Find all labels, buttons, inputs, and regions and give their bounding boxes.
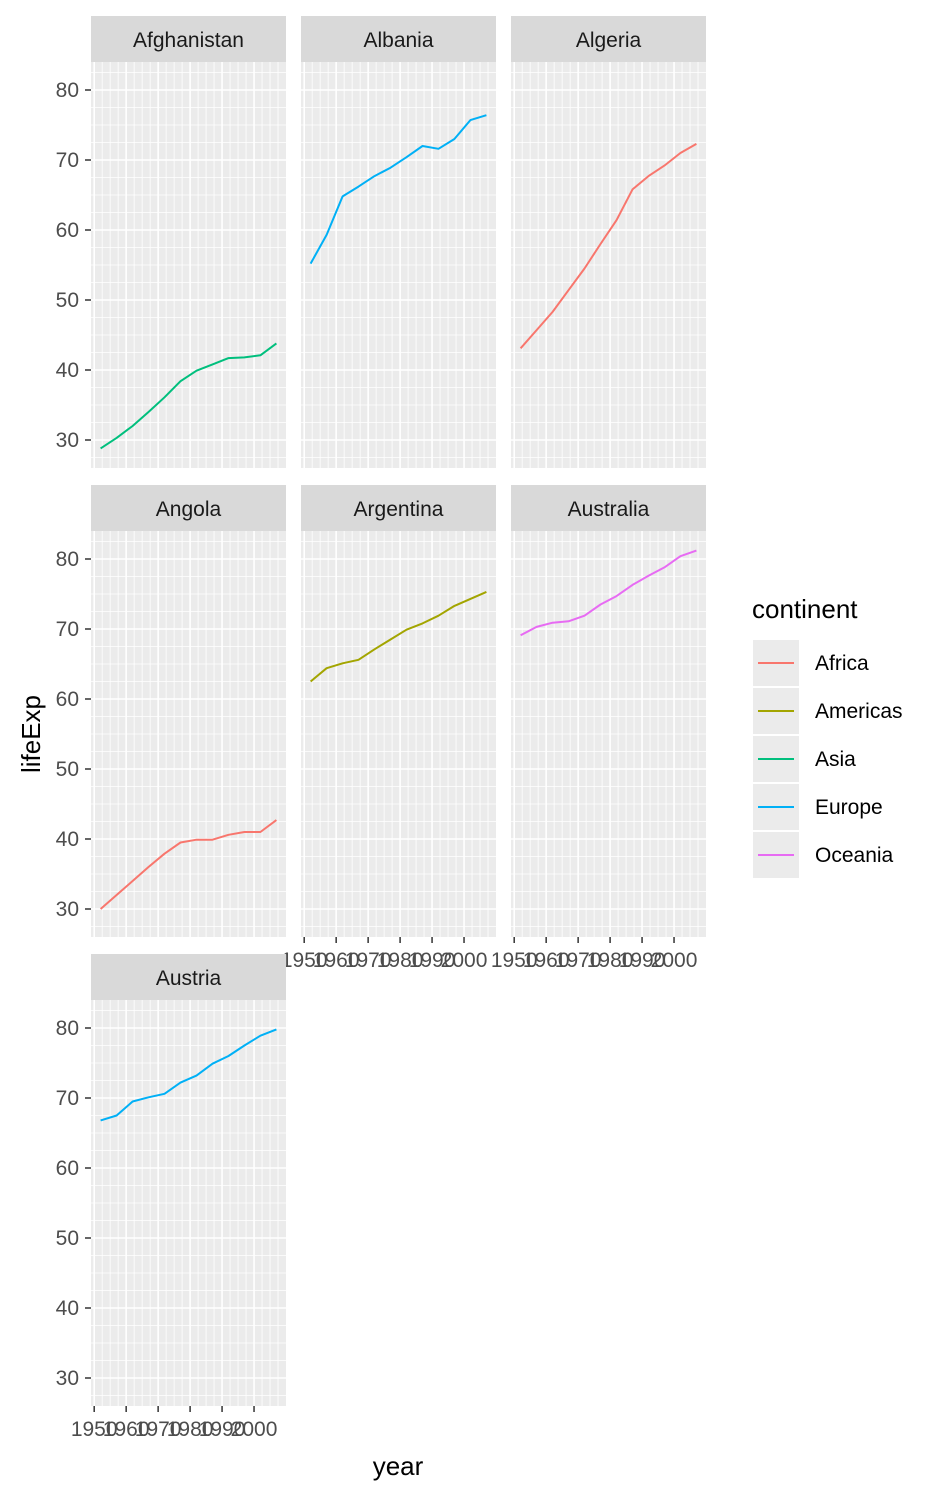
x-tick-label: 1970 [555, 949, 602, 972]
x-tick-label: 1990 [409, 949, 456, 972]
facet-strip [301, 485, 496, 531]
series-line-australia [520, 549, 697, 637]
y-tick-label: 80 [56, 1017, 79, 1040]
series-line-algeria [519, 143, 697, 349]
y-tick-label: 40 [56, 359, 79, 382]
legend-item-americas: Americas [753, 688, 903, 734]
y-axis: 30 40 50 60 70 80 [56, 1017, 91, 1390]
y-tick-label: 30 [56, 429, 79, 452]
x-tick-label: 1990 [199, 1418, 246, 1441]
y-tick-label: 50 [56, 1227, 79, 1250]
series-line-angola [99, 819, 277, 910]
facet-strip-label: Austria [156, 967, 222, 990]
facet-strip [91, 954, 286, 1000]
x-tick-label: 1980 [587, 949, 634, 972]
series-line-afghanistan [100, 342, 277, 450]
legend-label: Africa [815, 652, 869, 675]
legend-label: Oceania [815, 844, 894, 867]
facet-strip-label: Australia [568, 498, 650, 521]
x-tick-label: 1950 [491, 949, 538, 972]
facet-panel-angola: Angola 30 40 50 60 70 80 [56, 485, 286, 937]
legend-label: Americas [815, 700, 903, 723]
facet-strip [511, 485, 706, 531]
y-tick-label: 50 [56, 289, 79, 312]
y-tick-label: 70 [56, 618, 79, 641]
facet-strip-label: Argentina [354, 498, 444, 521]
facet-panels: Afghanistan 30 40 50 60 70 80 Albania Algeria Ang… [56, 16, 706, 1441]
y-tick-label: 60 [56, 1157, 79, 1180]
x-tick-label: 1960 [523, 949, 570, 972]
legend-label: Europe [815, 796, 883, 819]
facet-panel-albania: Albania [301, 16, 496, 468]
series-line-austria [100, 1028, 277, 1122]
legend-item-africa: Africa [753, 640, 869, 686]
facet-strip-label: Albania [363, 29, 433, 52]
x-tick-label: 1990 [619, 949, 666, 972]
x-tick-label: 1980 [377, 949, 424, 972]
series-line-albania [309, 114, 487, 265]
facet-strip [301, 16, 496, 62]
x-axis-title: year [373, 1451, 424, 1481]
y-axis: 30 40 50 60 70 80 [56, 79, 91, 452]
legend-item-oceania: Oceania [753, 832, 894, 878]
x-tick-label: 1960 [103, 1418, 150, 1441]
y-tick-label: 60 [56, 688, 79, 711]
x-tick-label: 1970 [345, 949, 392, 972]
y-tick-label: 70 [56, 1087, 79, 1110]
legend-label: Asia [815, 748, 856, 771]
panel-grid [91, 62, 286, 468]
y-tick-label: 60 [56, 219, 79, 242]
x-tick-label: 1950 [281, 949, 328, 972]
series-line-argentina [309, 590, 487, 683]
panel-grid [91, 1000, 286, 1406]
facet-panel-afghanistan: Afghanistan 30 40 50 60 70 80 [56, 16, 286, 468]
y-tick-label: 70 [56, 149, 79, 172]
x-tick-label: 1980 [167, 1418, 214, 1441]
y-axis-title: lifeExp [16, 695, 46, 773]
x-tick-label: 1970 [135, 1418, 182, 1441]
facet-strip-label: Afghanistan [133, 29, 244, 52]
y-tick-label: 40 [56, 828, 79, 851]
y-tick-label: 40 [56, 1297, 79, 1320]
legend-item-asia: Asia [753, 736, 856, 782]
y-tick-label: 80 [56, 548, 79, 571]
y-tick-label: 30 [56, 1367, 79, 1390]
legend-item-europe: Europe [753, 784, 883, 830]
x-tick-label: 2000 [651, 949, 698, 972]
facet-strip [91, 485, 286, 531]
x-tick-label: 2000 [231, 1418, 278, 1441]
y-axis: 30 40 50 60 70 80 [56, 548, 91, 921]
panel-grid [511, 531, 706, 937]
x-tick-label: 1960 [313, 949, 360, 972]
y-tick-label: 80 [56, 79, 79, 102]
x-tick-label: 2000 [441, 949, 488, 972]
panel-grid [301, 531, 496, 937]
panel-grid [511, 62, 706, 468]
panel-grid [91, 531, 286, 937]
facet-strip [511, 16, 706, 62]
x-tick-label: 1950 [71, 1418, 118, 1441]
panel-grid [301, 62, 496, 468]
facet-strip-label: Algeria [576, 29, 642, 52]
legend: continent Africa Americas Asia Europe Oceani… [752, 594, 903, 878]
legend-title: continent [752, 594, 858, 624]
facet-panel-austria: Austria 30 40 50 60 70 80 195019601970198019902… [56, 954, 286, 1441]
facet-panel-algeria: Algeria [511, 16, 706, 468]
y-tick-label: 50 [56, 758, 79, 781]
facet-strip-label: Angola [156, 498, 222, 521]
y-tick-label: 30 [56, 898, 79, 921]
legend-entries: Africa Americas Asia Europe Oceania [753, 640, 903, 878]
facet-strip [91, 16, 286, 62]
